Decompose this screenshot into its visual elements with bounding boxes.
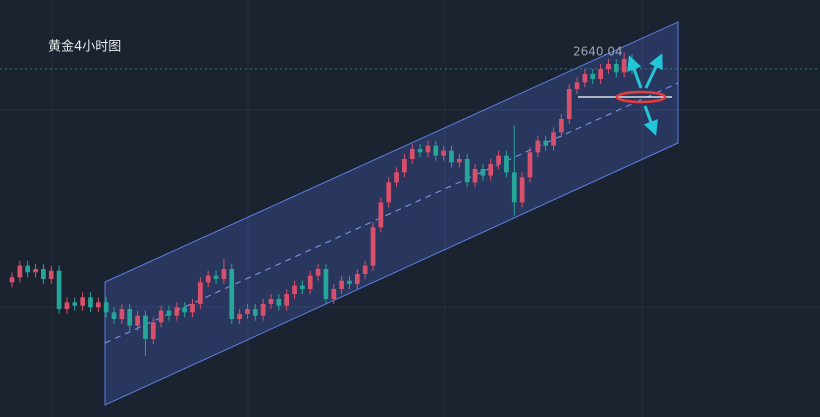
candle-body <box>386 182 392 203</box>
candle-body <box>425 145 431 153</box>
candle-body <box>590 74 596 79</box>
candle-body <box>417 149 423 153</box>
candle-body <box>41 269 46 279</box>
candle-body <box>433 145 439 156</box>
candle-body <box>347 280 352 284</box>
candle-body <box>221 269 227 279</box>
candle-body <box>9 277 15 283</box>
candle-body <box>135 315 140 326</box>
candle-body <box>464 159 470 183</box>
candle-body <box>574 82 580 89</box>
candle-body <box>480 169 486 176</box>
candle-body <box>527 152 533 178</box>
candle-body <box>449 150 454 163</box>
candle-body <box>213 275 219 279</box>
candle-body <box>354 274 360 284</box>
candle-body <box>205 275 211 283</box>
candle-body <box>229 269 235 319</box>
candle-body <box>284 294 290 306</box>
candle-body <box>331 289 337 299</box>
candle-body <box>174 307 180 316</box>
candle-body <box>252 309 258 316</box>
candle-body <box>511 172 517 203</box>
candle-body <box>456 159 462 163</box>
candle-body <box>504 155 509 173</box>
candle-body <box>198 282 203 304</box>
candle-body <box>370 227 376 266</box>
candle-body <box>307 275 313 289</box>
candle-body <box>64 302 70 309</box>
candle-body <box>551 132 556 146</box>
candle-body <box>245 309 250 314</box>
channel <box>104 21 679 406</box>
candle-body <box>158 310 164 323</box>
candle-body <box>582 74 588 83</box>
candle-body <box>150 322 156 339</box>
candle-body <box>166 310 172 316</box>
candle-body <box>182 307 188 313</box>
candle-body <box>535 140 541 153</box>
candle-body <box>613 64 619 73</box>
candle-body <box>268 299 274 304</box>
candle-body <box>190 304 195 313</box>
candle-body <box>519 177 525 203</box>
arrows <box>627 53 663 136</box>
candle-body <box>292 285 297 294</box>
candle-body <box>17 265 23 278</box>
candle-body <box>606 64 611 69</box>
candle-body <box>56 270 62 309</box>
candle-body <box>362 265 368 274</box>
candle-body <box>394 172 399 183</box>
candle-body <box>276 299 282 306</box>
candle-body <box>402 159 407 173</box>
candle-body <box>441 150 446 156</box>
candle-body <box>378 202 384 228</box>
candle-body <box>95 302 101 308</box>
candle-body <box>48 270 54 279</box>
candle-body <box>260 304 266 316</box>
candle-body <box>566 89 572 119</box>
candle-body <box>339 280 344 289</box>
candle-body <box>80 297 85 306</box>
candle-body <box>300 285 305 289</box>
candle-body <box>409 149 415 159</box>
candle-body <box>127 309 133 326</box>
candle-body <box>72 302 78 306</box>
candle-body <box>496 155 501 164</box>
candle-body <box>33 269 38 273</box>
candle-body <box>103 302 109 313</box>
arrow <box>643 105 658 136</box>
candle-body <box>323 269 329 299</box>
candle-body <box>143 315 148 339</box>
candle-body <box>119 309 125 319</box>
candle-body <box>111 312 117 319</box>
price-label: 2640.04 <box>573 45 623 59</box>
highlight-ellipse <box>615 90 667 104</box>
candle-body <box>88 297 93 308</box>
candle-body <box>621 59 627 73</box>
arrow <box>627 55 643 89</box>
candle-body <box>25 265 31 273</box>
arrow <box>644 53 663 89</box>
candle-body <box>488 164 494 176</box>
candle-body <box>315 269 321 276</box>
candles <box>9 52 635 356</box>
candle-body <box>237 314 242 319</box>
candle-body <box>543 140 549 146</box>
chart-title: 黄金4小时图 <box>48 39 121 55</box>
candle-body <box>472 169 478 183</box>
candle-body <box>598 69 603 79</box>
candle-body <box>559 119 564 133</box>
